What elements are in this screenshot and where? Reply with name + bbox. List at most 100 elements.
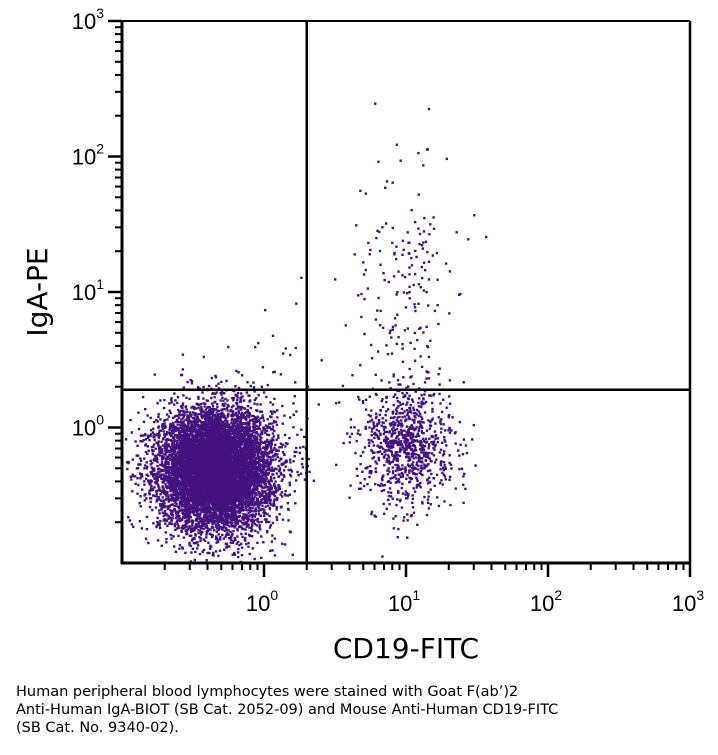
data-point xyxy=(235,403,239,406)
data-point xyxy=(187,429,190,433)
data-point xyxy=(153,486,156,489)
data-point xyxy=(254,458,257,462)
data-point xyxy=(170,460,174,464)
data-point xyxy=(254,513,258,516)
data-point xyxy=(300,428,303,431)
data-point xyxy=(153,457,156,461)
data-point xyxy=(199,448,202,451)
data-point xyxy=(273,410,277,414)
data-point xyxy=(223,426,227,430)
data-point xyxy=(140,527,144,530)
data-point xyxy=(144,408,147,411)
data-point xyxy=(200,412,203,415)
data-point xyxy=(205,413,208,416)
data-point xyxy=(210,396,213,400)
data-point xyxy=(253,402,256,405)
data-point xyxy=(219,399,222,402)
data-point xyxy=(254,462,258,465)
data-point xyxy=(190,530,193,534)
data-point xyxy=(186,484,190,488)
data-point xyxy=(150,484,153,488)
data-point xyxy=(234,385,237,388)
data-point xyxy=(269,461,272,464)
data-point xyxy=(267,433,271,437)
data-point xyxy=(203,432,207,435)
data-point xyxy=(263,501,266,504)
data-point xyxy=(153,420,156,424)
data-point xyxy=(286,494,290,497)
data-point xyxy=(191,523,194,526)
data-point xyxy=(252,520,256,523)
data-point xyxy=(259,417,262,420)
data-point xyxy=(169,445,172,448)
data-point xyxy=(237,540,240,544)
data-point xyxy=(281,450,285,454)
data-point xyxy=(139,440,142,443)
data-point xyxy=(293,450,296,454)
data-point xyxy=(227,536,231,540)
data-point xyxy=(169,468,173,471)
data-point xyxy=(203,522,206,525)
data-point xyxy=(209,528,212,531)
data-point xyxy=(167,415,171,418)
data-point xyxy=(170,511,174,515)
data-point xyxy=(138,520,141,523)
data-point xyxy=(287,468,290,472)
data-point xyxy=(249,444,252,447)
data-point xyxy=(159,519,162,523)
data-point xyxy=(238,415,242,419)
data-point xyxy=(164,449,167,452)
data-point xyxy=(147,434,151,437)
data-point xyxy=(241,535,244,539)
data-point xyxy=(249,513,252,517)
data-point xyxy=(181,406,184,409)
data-point xyxy=(188,451,191,454)
data-point xyxy=(243,426,246,429)
data-point xyxy=(277,484,280,487)
data-point xyxy=(214,516,217,520)
data-point xyxy=(212,423,215,426)
data-point xyxy=(185,488,189,491)
data-point xyxy=(147,436,150,439)
data-point xyxy=(232,422,236,426)
data-point xyxy=(253,450,257,453)
data-point xyxy=(196,544,200,547)
data-point xyxy=(174,420,177,424)
data-point xyxy=(246,404,250,408)
data-point xyxy=(283,433,287,437)
data-point xyxy=(226,516,229,519)
data-point xyxy=(275,468,278,471)
data-point xyxy=(277,486,280,489)
data-point xyxy=(234,418,237,421)
data-point xyxy=(267,441,271,444)
data-point xyxy=(188,534,191,537)
data-point xyxy=(130,523,134,526)
data-point xyxy=(271,412,274,415)
data-point xyxy=(209,508,213,511)
data-point xyxy=(178,459,181,463)
data-point xyxy=(175,440,179,444)
data-point xyxy=(163,398,166,402)
data-point xyxy=(282,462,285,466)
data-point xyxy=(138,472,142,475)
data-point xyxy=(144,477,148,480)
data-point xyxy=(252,419,255,422)
data-point xyxy=(268,466,271,469)
data-point xyxy=(248,419,252,422)
data-point xyxy=(204,439,207,443)
data-point xyxy=(234,393,237,396)
data-point xyxy=(243,407,247,410)
data-point xyxy=(239,420,242,423)
data-point xyxy=(163,435,167,438)
data-point xyxy=(273,477,276,480)
data-point xyxy=(165,456,168,459)
data-point xyxy=(196,423,199,426)
data-point xyxy=(277,449,280,452)
data-point xyxy=(270,422,273,425)
data-point xyxy=(190,551,193,554)
data-point xyxy=(169,489,172,493)
data-point xyxy=(143,467,146,470)
data-point xyxy=(196,415,199,419)
data-point xyxy=(176,470,179,473)
data-point xyxy=(248,455,251,458)
